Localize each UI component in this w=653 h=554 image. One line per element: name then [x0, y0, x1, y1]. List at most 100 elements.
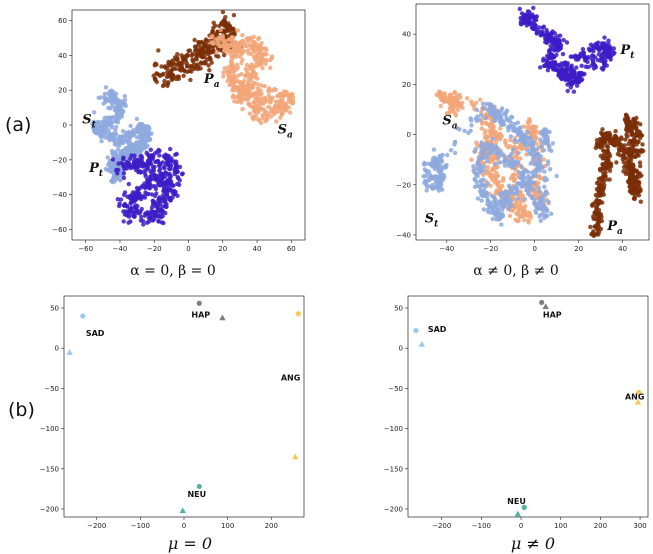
data-point	[136, 195, 142, 200]
data-point	[251, 100, 256, 105]
data-point	[598, 130, 604, 135]
data-point	[234, 46, 239, 51]
data-point	[231, 55, 236, 60]
data-point	[492, 167, 497, 172]
data-point	[508, 199, 513, 204]
data-point	[490, 206, 495, 212]
data-point	[522, 182, 528, 187]
data-point	[626, 121, 632, 126]
data-point	[469, 157, 474, 162]
data-point	[131, 214, 136, 219]
data-point	[508, 185, 513, 190]
data-point	[430, 182, 435, 188]
data-point	[512, 197, 517, 202]
data-point	[479, 140, 484, 145]
y-tick-label: 50	[50, 305, 59, 313]
data-point	[602, 62, 608, 68]
centroid-hap-circle	[196, 300, 202, 306]
data-point	[102, 128, 107, 134]
data-point	[433, 160, 439, 165]
data-point	[554, 173, 559, 179]
data-point	[431, 176, 436, 181]
data-point	[142, 195, 148, 200]
data-point	[150, 184, 155, 189]
data-point	[262, 84, 267, 89]
data-point	[246, 48, 251, 53]
data-point	[184, 64, 190, 69]
data-point	[190, 59, 196, 64]
x-tick-label: −100	[131, 522, 150, 530]
data-point	[156, 219, 161, 224]
y-tick-label: 20	[58, 87, 67, 95]
data-point	[516, 150, 521, 156]
data-point	[508, 134, 513, 139]
data-point	[524, 16, 529, 21]
data-point	[256, 36, 261, 42]
data-point	[243, 66, 248, 72]
data-point	[639, 147, 644, 153]
data-point	[178, 66, 183, 71]
data-point	[221, 52, 227, 58]
data-point	[621, 154, 626, 159]
data-point	[236, 73, 241, 78]
data-point	[499, 222, 504, 227]
data-point	[528, 14, 533, 20]
data-point	[627, 177, 632, 183]
data-point	[222, 66, 227, 71]
data-point	[115, 147, 121, 152]
data-point	[542, 140, 547, 146]
data-point	[625, 157, 630, 162]
data-point	[469, 123, 474, 128]
data-point	[125, 194, 130, 199]
data-point	[238, 54, 243, 59]
data-point	[240, 38, 246, 44]
data-point	[162, 166, 167, 171]
data-point	[537, 158, 543, 163]
data-point	[230, 88, 235, 93]
data-point	[510, 191, 515, 196]
x-tick-label: −200	[432, 522, 451, 530]
data-point	[269, 98, 274, 103]
data-point	[451, 100, 456, 105]
data-point	[515, 196, 521, 202]
data-point	[127, 213, 132, 218]
data-point	[522, 217, 527, 223]
data-point	[555, 37, 560, 43]
data-point	[447, 106, 453, 111]
data-point	[111, 132, 116, 137]
data-point	[254, 113, 259, 118]
data-point	[596, 186, 602, 191]
data-point	[595, 221, 600, 227]
data-point	[181, 73, 186, 79]
data-point	[221, 74, 226, 79]
y-tick-label: 50	[394, 305, 403, 313]
panel-label-a: (a)	[5, 114, 31, 136]
data-point	[113, 151, 119, 156]
y-tick-label: 20	[402, 81, 411, 89]
data-point	[538, 65, 543, 70]
centroid-hap-triangle	[542, 303, 549, 310]
data-point	[598, 176, 603, 181]
data-point	[266, 104, 271, 110]
data-point	[96, 131, 101, 136]
data-point	[560, 51, 566, 57]
x-tick-label: 0	[186, 245, 190, 253]
scatter-points	[90, 10, 296, 227]
data-point	[510, 147, 516, 152]
data-point	[602, 41, 607, 46]
data-point	[256, 96, 261, 102]
data-point	[209, 35, 214, 40]
data-point	[262, 97, 268, 102]
data-point	[638, 187, 643, 192]
emotion-label-sad: SAD	[86, 329, 105, 338]
data-point	[549, 211, 554, 216]
data-point	[171, 61, 176, 66]
data-point	[139, 122, 145, 127]
data-point	[583, 64, 589, 69]
data-point	[119, 136, 124, 141]
data-point	[274, 119, 279, 124]
data-point	[544, 177, 550, 182]
data-point	[424, 170, 430, 175]
data-point	[244, 62, 250, 68]
data-point	[238, 46, 243, 52]
